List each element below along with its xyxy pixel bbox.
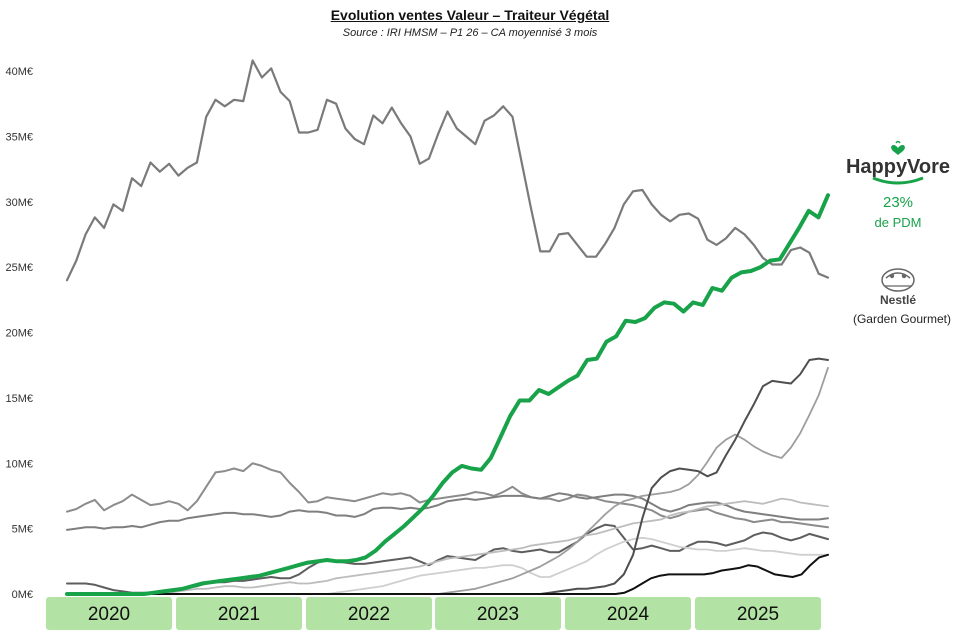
- year-band: [306, 597, 432, 630]
- y-tick-label: 15M€: [5, 393, 33, 405]
- happyvore-logo-icon: HappyVore: [846, 140, 950, 185]
- chart-subtitle: Source : IRI HMSM – P1 26 – CA moyennisé…: [342, 27, 598, 39]
- y-tick-label: 40M€: [5, 66, 33, 78]
- year-band: [565, 597, 691, 630]
- y-tick-label: 10M€: [5, 458, 33, 470]
- y-tick-label: 30M€: [5, 197, 33, 209]
- nestle-sub-label: (Garden Gourmet): [852, 312, 952, 326]
- series-line-1: [65, 59, 830, 282]
- x-tick-label: 2023: [477, 604, 519, 625]
- nestle-nest-icon: Nestlé: [880, 268, 916, 307]
- y-tick-label: 5M€: [12, 524, 33, 536]
- x-tick-label: 2022: [348, 604, 390, 625]
- series-line-happyvore: [65, 193, 830, 596]
- svg-text:Nestlé: Nestlé: [880, 293, 916, 307]
- x-tick-label: 2021: [218, 604, 260, 625]
- series-line-5: [66, 497, 829, 595]
- series-line-6: [66, 536, 829, 595]
- nestle-logo: Nestlé: [866, 262, 930, 313]
- happyvore-logo: HappyVore: [838, 140, 958, 195]
- series-line-3: [66, 492, 829, 531]
- happyvore-share: 23%: [882, 194, 914, 211]
- svg-text:HappyVore: HappyVore: [846, 156, 950, 178]
- y-tick-label: 35M€: [5, 131, 33, 143]
- series-line-7: [66, 366, 829, 595]
- series-line-2: [66, 462, 829, 529]
- happyvore-share-label: de PDM: [874, 215, 922, 230]
- y-tick-label: 0M€: [12, 589, 33, 601]
- y-tick-label: 25M€: [5, 262, 33, 274]
- x-tick-label: 2020: [88, 604, 130, 625]
- year-band: [46, 597, 172, 630]
- y-tick-label: 20M€: [5, 328, 33, 340]
- year-band: [695, 597, 821, 630]
- year-band: [176, 597, 302, 630]
- x-tick-label: 2024: [607, 604, 650, 625]
- year-band: [435, 597, 561, 630]
- chart-title: Evolution ventes Valeur – Traiteur Végét…: [330, 7, 610, 23]
- x-tick-label: 2025: [737, 604, 779, 625]
- series-line-9: [66, 553, 829, 595]
